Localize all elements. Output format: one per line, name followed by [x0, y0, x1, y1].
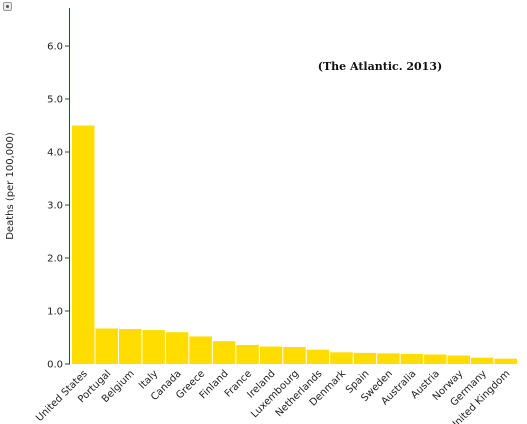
bar — [424, 354, 447, 364]
menu-icon[interactable] — [3, 2, 12, 11]
y-tick-label: 5.0 — [47, 95, 63, 106]
y-tick-label: 0.0 — [47, 360, 63, 371]
y-tick-label: 3.0 — [47, 201, 63, 212]
bar — [236, 344, 259, 364]
bar — [377, 353, 400, 364]
bar — [306, 349, 330, 364]
source-annotation: (The Atlantic. 2013) — [318, 60, 442, 73]
y-axis: 0.0 1.0 2.0 3.0 4.0 5.0 6.0 — [47, 8, 70, 371]
bar — [95, 328, 118, 364]
bar — [353, 352, 377, 364]
bar — [189, 336, 212, 364]
bar — [212, 341, 236, 364]
bar — [118, 329, 142, 364]
bars — [72, 125, 517, 364]
bar — [494, 358, 517, 364]
bar — [471, 357, 494, 364]
bar — [400, 353, 424, 364]
bar — [447, 355, 471, 364]
y-tick-label: 6.0 — [47, 42, 63, 53]
bar — [72, 125, 95, 364]
bar — [330, 352, 353, 364]
y-axis-label: Deaths (per 100,000) — [5, 132, 16, 240]
bar — [259, 346, 283, 364]
bar — [165, 332, 189, 364]
bar — [283, 347, 306, 364]
y-tick-label: 1.0 — [47, 307, 63, 318]
y-tick-label: 2.0 — [47, 254, 63, 265]
bar — [142, 330, 165, 364]
y-tick-label: 4.0 — [47, 148, 63, 159]
